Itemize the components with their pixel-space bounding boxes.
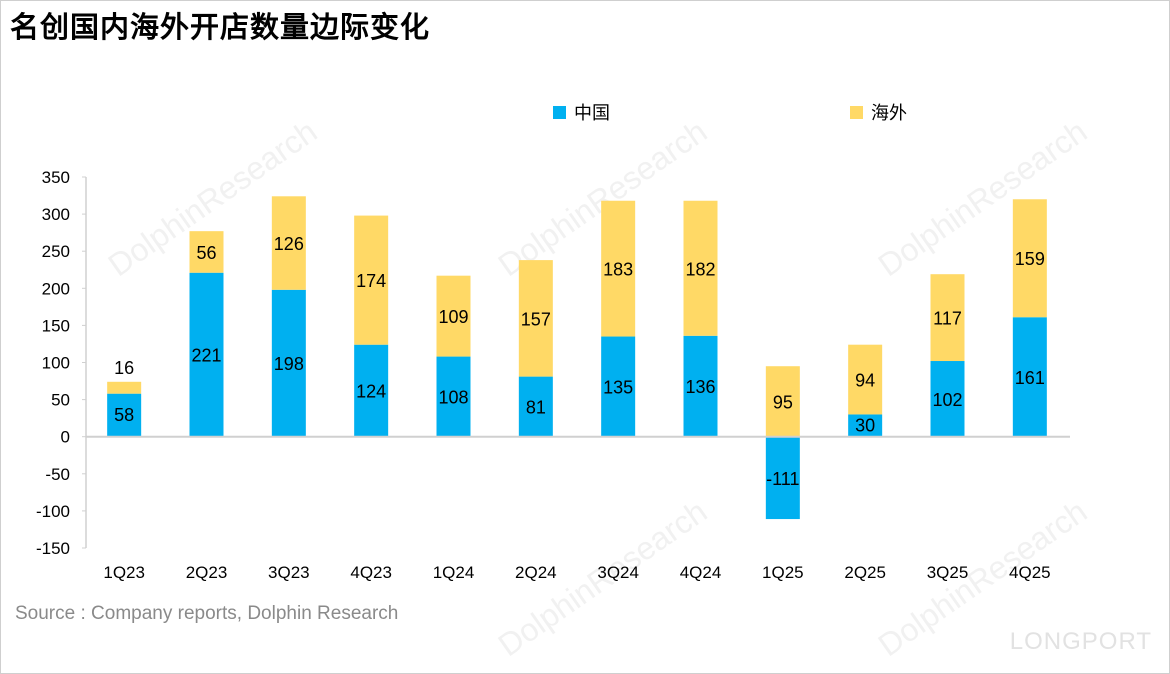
y-tick-label: 150	[42, 316, 70, 335]
brand-logo: LONGPORT	[1009, 628, 1152, 655]
bar-overseas	[271, 196, 306, 290]
bar-overseas	[601, 200, 636, 337]
data-label: 58	[114, 405, 134, 425]
data-label: 102	[932, 390, 962, 410]
bar-china	[189, 272, 224, 437]
data-label: 136	[685, 377, 715, 397]
bar-overseas	[189, 231, 224, 273]
data-label: 95	[773, 392, 793, 412]
x-tick-label: 4Q24	[680, 563, 722, 582]
data-label: -111	[766, 469, 799, 489]
data-label: 174	[356, 271, 386, 291]
bar-overseas	[436, 275, 471, 357]
bar-overseas	[848, 344, 883, 415]
data-label: 135	[603, 378, 633, 398]
data-label: 94	[855, 371, 875, 391]
y-tick-label: 100	[42, 354, 70, 373]
bar-china	[848, 414, 883, 437]
y-tick-label: -100	[36, 502, 70, 521]
x-tick-label: 2Q24	[515, 563, 557, 582]
x-tick-label: 1Q25	[762, 563, 804, 582]
bar-china	[354, 344, 389, 437]
bar-china	[107, 393, 142, 437]
bar-china	[436, 356, 471, 437]
y-tick-label: 300	[42, 205, 70, 224]
y-tick-label: -150	[36, 539, 70, 558]
data-label: 109	[438, 307, 468, 327]
data-label: 16	[114, 358, 134, 378]
y-tick-label: 50	[51, 391, 70, 410]
data-label: 198	[274, 354, 304, 374]
y-tick-label: 250	[42, 242, 70, 261]
y-tick-label: 200	[42, 279, 70, 298]
chart-title: 名创国内海外开店数量边际变化	[10, 10, 431, 44]
bar-china	[518, 376, 553, 437]
x-tick-label: 3Q23	[268, 563, 310, 582]
source-note: Source : Company reports, Dolphin Resear…	[15, 603, 399, 624]
bar-china	[271, 289, 306, 437]
data-label: 56	[196, 243, 216, 263]
bar-china	[765, 436, 800, 520]
data-label: 108	[438, 388, 468, 408]
bar-overseas	[354, 215, 389, 345]
data-label: 126	[274, 234, 304, 254]
bar-overseas	[518, 260, 553, 377]
y-tick-label: -50	[45, 465, 70, 484]
x-tick-label: 2Q25	[844, 563, 886, 582]
data-label: 157	[521, 309, 551, 329]
legend-swatch	[850, 106, 863, 119]
data-label: 117	[933, 309, 962, 329]
bar-overseas	[683, 200, 718, 336]
bar-china	[930, 361, 965, 437]
bar-china	[601, 336, 636, 437]
data-label: 30	[855, 416, 875, 436]
x-tick-label: 2Q23	[186, 563, 228, 582]
data-label: 182	[685, 259, 715, 279]
legend-label: 海外	[871, 103, 907, 124]
y-tick-label: 0	[61, 428, 70, 447]
data-label: 124	[356, 382, 386, 402]
x-tick-label: 3Q24	[597, 563, 639, 582]
x-tick-label: 3Q25	[927, 563, 969, 582]
x-tick-label: 1Q24	[433, 563, 475, 582]
bar-china	[683, 335, 718, 437]
data-label: 81	[526, 398, 546, 418]
x-tick-label: 4Q25	[1009, 563, 1051, 582]
data-label: 221	[191, 346, 221, 366]
y-tick-label: 350	[42, 168, 70, 187]
data-label: 161	[1015, 368, 1045, 388]
data-label: 183	[603, 260, 633, 280]
legend-swatch	[553, 106, 566, 119]
bar-china	[1012, 317, 1047, 437]
x-tick-label: 4Q23	[350, 563, 392, 582]
bar-overseas	[765, 366, 800, 437]
bar-overseas	[107, 381, 142, 394]
x-tick-label: 1Q23	[103, 563, 145, 582]
data-label: 159	[1015, 249, 1045, 269]
bar-overseas	[1012, 199, 1047, 318]
legend-label: 中国	[574, 103, 610, 124]
bar-overseas	[930, 274, 965, 362]
